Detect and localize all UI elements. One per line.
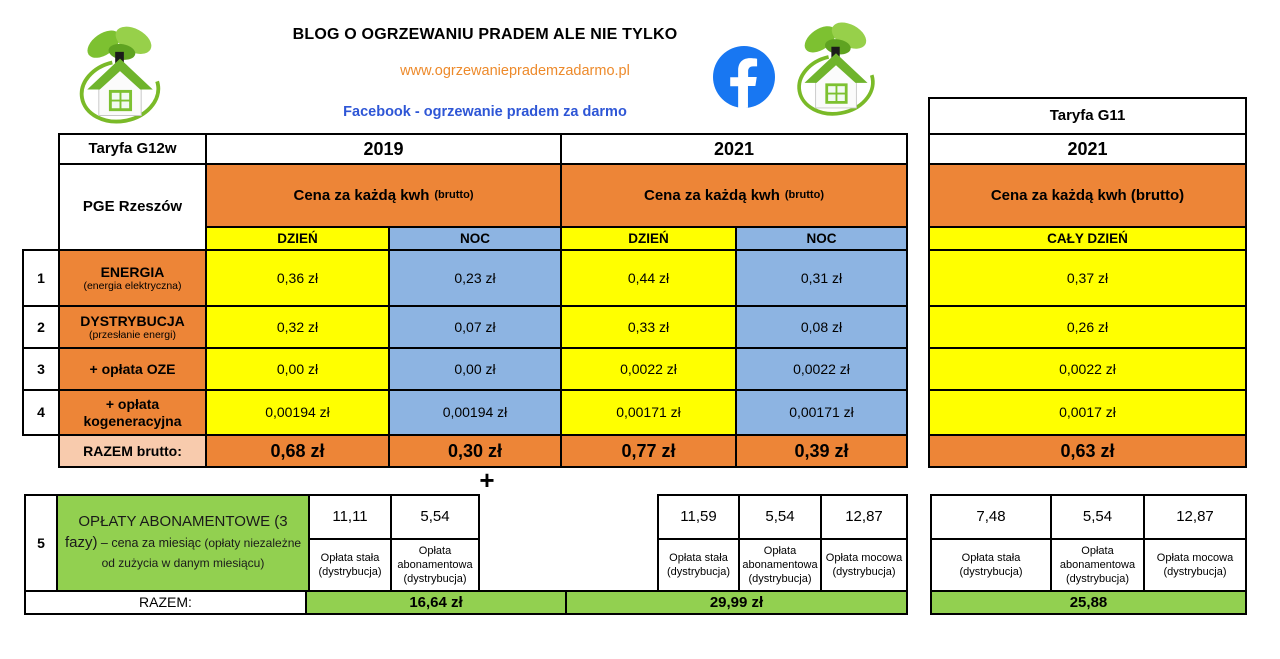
total-row-label: RAZEM brutto: — [58, 434, 207, 468]
cell-kogeneracyjna-2021-day: 0,00171 zł — [560, 389, 737, 436]
col-day-2021: DZIEŃ — [560, 226, 737, 251]
g11-cell-energia: 0,37 zł — [928, 249, 1247, 307]
col-night-2021: NOC — [735, 226, 908, 251]
row-note: (przesłanie energi) — [89, 329, 176, 342]
total-2021-night: 0,39 zł — [735, 434, 908, 468]
fees-label-mid: – cena za miesiąc — [97, 535, 201, 550]
total-2019-night: 0,30 zł — [388, 434, 562, 468]
price-header-2019: Cena za każdą kwh (brutto) — [205, 163, 562, 228]
plus-sign: + — [479, 465, 495, 495]
row-number: 1 — [22, 249, 60, 307]
price-header-text: Cena za każdą kwh — [293, 186, 430, 204]
row-number: 3 — [22, 347, 60, 391]
fee-2021-subscription-label: Opłata abonamentowa (dystrybucja) — [738, 538, 822, 592]
fee-2021-fixed-value: 11,59 — [657, 494, 740, 540]
fees-label-main: OPŁATY ABONAMENTOWE (3 fazy) — [64, 512, 288, 551]
price-header-note: (brutto) — [784, 189, 824, 202]
g11-year-header: 2021 — [928, 133, 1247, 165]
cell-oze-2019-night: 0,00 zł — [388, 347, 562, 391]
g11-price-header: Cena za każdą kwh (brutto) — [928, 163, 1247, 228]
cell-energia-2021-day: 0,44 zł — [560, 249, 737, 307]
fee-2019-fixed-value: 11,11 — [308, 494, 392, 540]
row-number: 4 — [22, 389, 60, 436]
g11-cell-oze: 0,0022 zł — [928, 347, 1247, 391]
fee-g11-capacity-label: Opłata mocowa (dystrybucja) — [1143, 538, 1247, 592]
facebook-page-link[interactable]: Facebook - ogrzewanie pradem za darmo — [343, 104, 627, 120]
g11-tariff-header: Taryfa G11 — [928, 97, 1247, 135]
eco-house-logo-left — [70, 22, 170, 128]
row-header-dystrybucja: DYSTRYBUCJA (przesłanie energi) — [58, 305, 207, 349]
cell-dystrybucja-2021-day: 0,33 zł — [560, 305, 737, 349]
price-header-2021: Cena za każdą kwh (brutto) — [560, 163, 908, 228]
cell-oze-2019-day: 0,00 zł — [205, 347, 390, 391]
eco-house-logo-right — [789, 18, 883, 120]
fees-razem-label: RAZEM: — [24, 590, 307, 615]
fee-g11-capacity-value: 12,87 — [1143, 494, 1247, 540]
fees-razem-2019-total: 16,64 zł — [305, 590, 567, 615]
row-name: ENERGIA — [100, 263, 165, 280]
year-2019-header: 2019 — [205, 133, 562, 165]
col-day-2019: DZIEŃ — [205, 226, 390, 251]
fees-razem-g11-total: 25,88 — [930, 590, 1247, 615]
fee-g11-fixed-value: 7,48 — [930, 494, 1052, 540]
row-number: 2 — [22, 305, 60, 349]
g11-total: 0,63 zł — [928, 434, 1247, 468]
fees-label-cell: OPŁATY ABONAMENTOWE (3 fazy) – cena za m… — [56, 494, 310, 592]
fee-2019-subscription-value: 5,54 — [390, 494, 480, 540]
cell-kogeneracyjna-2021-night: 0,00171 zł — [735, 389, 908, 436]
row-header-oze: + opłata OZE — [58, 347, 207, 391]
cell-energia-2021-night: 0,31 zł — [735, 249, 908, 307]
fee-2019-fixed-label: Opłata stała (dystrybucja) — [308, 538, 392, 592]
cell-kogeneracyjna-2019-night: 0,00194 zł — [388, 389, 562, 436]
fee-2021-capacity-value: 12,87 — [820, 494, 908, 540]
cell-kogeneracyjna-2019-day: 0,00194 zł — [205, 389, 390, 436]
col-night-2019: NOC — [388, 226, 562, 251]
year-2021-header: 2021 — [560, 133, 908, 165]
fee-g11-fixed-label: Opłata stała (dystrybucja) — [930, 538, 1052, 592]
total-2019-day: 0,68 zł — [205, 434, 390, 468]
cell-dystrybucja-2021-night: 0,08 zł — [735, 305, 908, 349]
row-header-energia: ENERGIA (energia elektryczna) — [58, 249, 207, 307]
fees-row-number: 5 — [24, 494, 58, 592]
price-header-note: (brutto) — [434, 189, 474, 202]
row-header-kogeneracyjna: + opłata kogeneracyjna — [58, 389, 207, 436]
fee-2019-subscription-label: Opłata abonamentowa (dystrybucja) — [390, 538, 480, 592]
fee-g11-subscription-value: 5,54 — [1050, 494, 1145, 540]
cell-energia-2019-day: 0,36 zł — [205, 249, 390, 307]
fees-razem-2021-total: 29,99 zł — [565, 590, 908, 615]
total-2021-day: 0,77 zł — [560, 434, 737, 468]
fee-2021-fixed-label: Opłata stała (dystrybucja) — [657, 538, 740, 592]
g11-cell-kogeneracyjna: 0,0017 zł — [928, 389, 1247, 436]
cell-dystrybucja-2019-night: 0,07 zł — [388, 305, 562, 349]
blog-url-link[interactable]: www.ogrzewanieprademzadarmo.pl — [400, 63, 630, 79]
g11-cell-dystrybucja: 0,26 zł — [928, 305, 1247, 349]
g11-col-allday: CAŁY DZIEŃ — [928, 226, 1247, 251]
cell-energia-2019-night: 0,23 zł — [388, 249, 562, 307]
page-title: BLOG O OGRZEWANIU PRADEM ALE NIE TYLKO — [292, 26, 678, 43]
fee-g11-subscription-label: Opłata abonamentowa (dystrybucja) — [1050, 538, 1145, 592]
main-tariff-header: Taryfa G12w — [58, 133, 207, 165]
fee-2021-capacity-label: Opłata mocowa (dystrybucja) — [820, 538, 908, 592]
facebook-icon[interactable] — [713, 46, 775, 109]
provider-cell: PGE Rzeszów — [58, 163, 207, 251]
price-header-text: Cena za każdą kwh — [644, 186, 780, 204]
fee-2021-subscription-value: 5,54 — [738, 494, 822, 540]
row-name: DYSTRYBUCJA — [80, 312, 185, 329]
row-note: (energia elektryczna) — [83, 280, 182, 293]
fees-label-small: (opłaty niezależne od zużycia w danym mi… — [101, 535, 302, 571]
cell-oze-2021-night: 0,0022 zł — [735, 347, 908, 391]
cell-dystrybucja-2019-day: 0,32 zł — [205, 305, 390, 349]
cell-oze-2021-day: 0,0022 zł — [560, 347, 737, 391]
